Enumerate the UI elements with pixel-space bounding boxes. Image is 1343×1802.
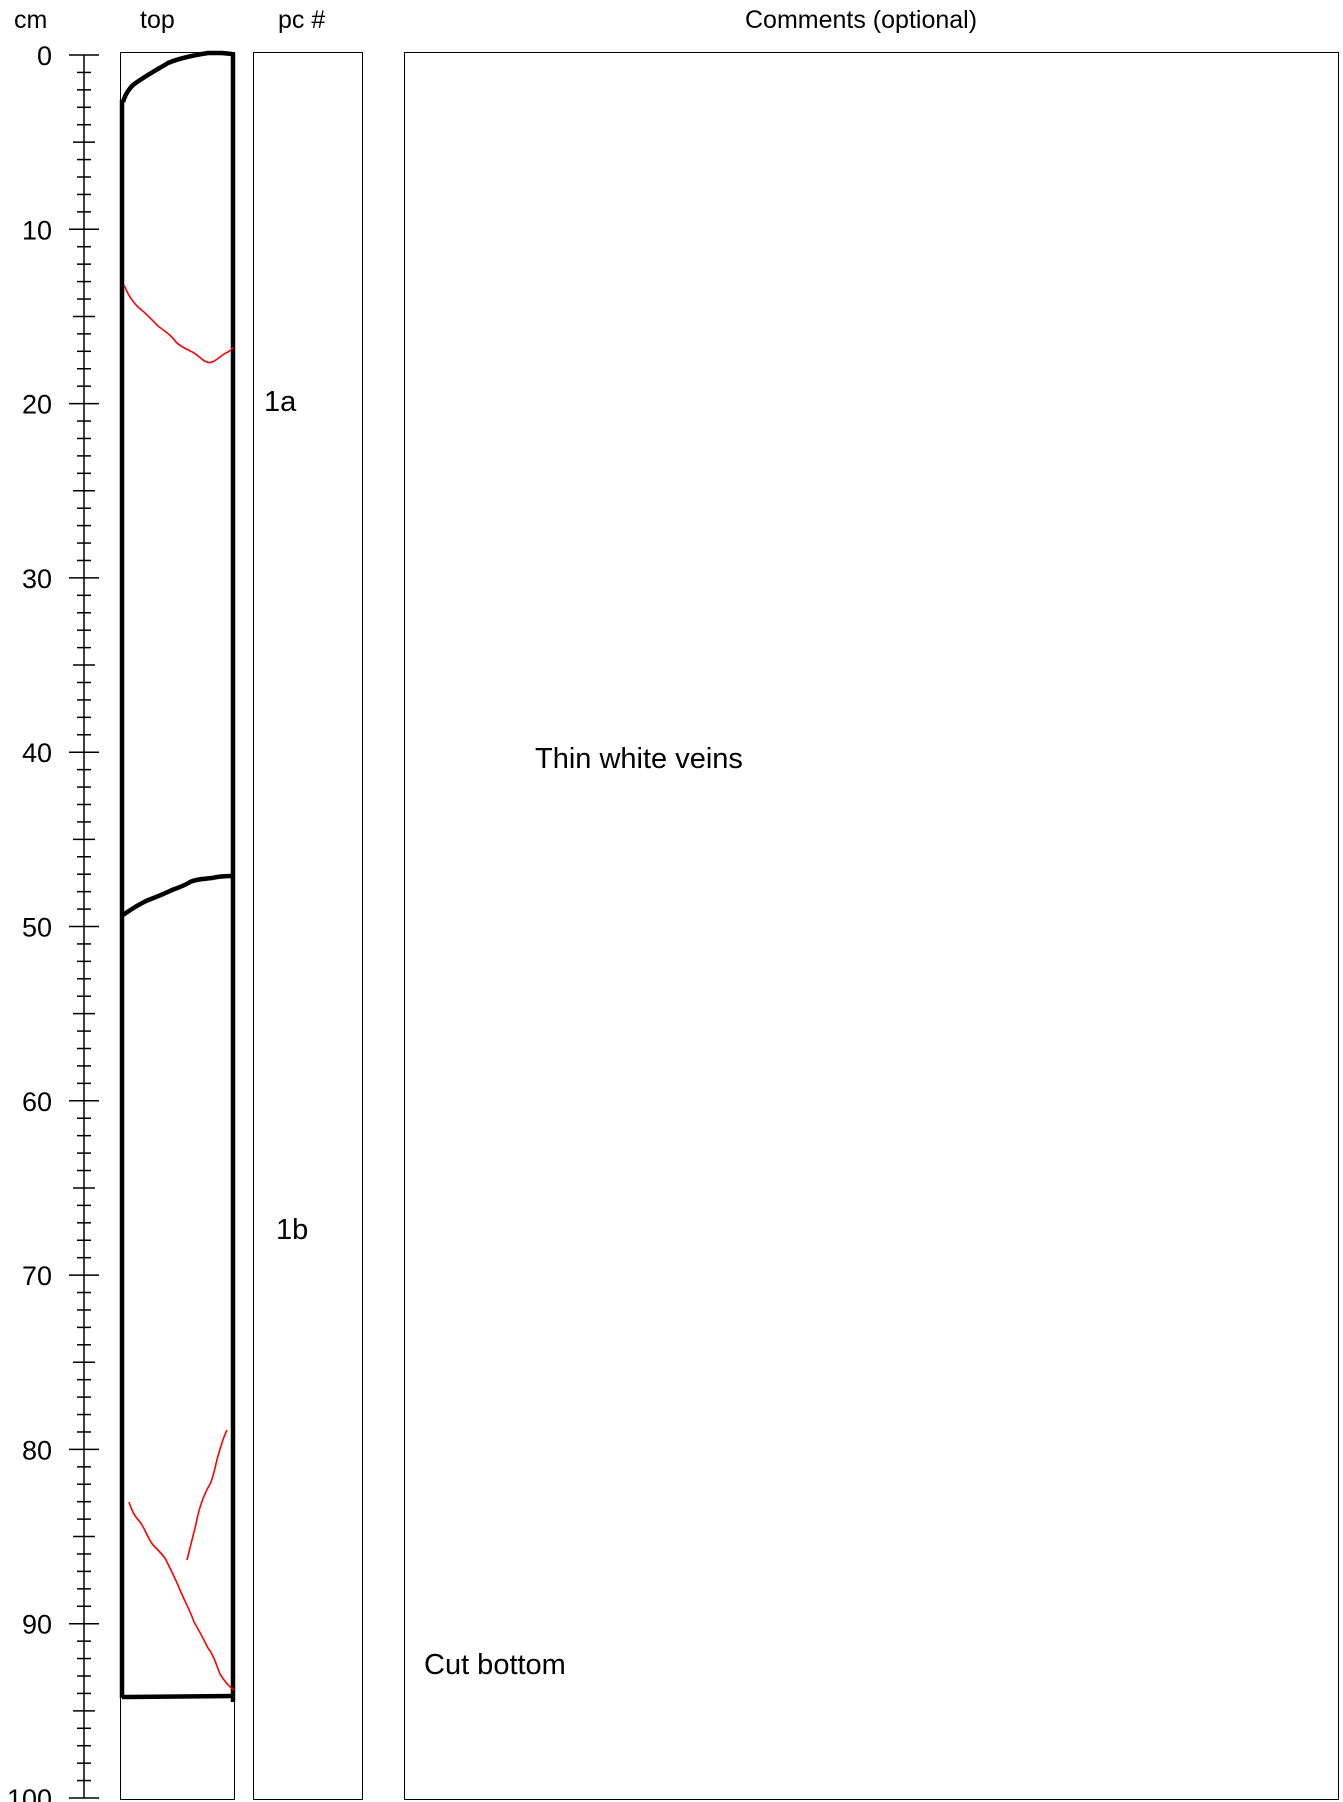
comment-thin-white-veins: Thin white veins	[535, 742, 743, 775]
piece-header: pc #	[278, 6, 326, 34]
piece-label-1a: 1a	[264, 385, 297, 418]
piece-column	[253, 52, 363, 1800]
veins	[123, 284, 235, 1691]
depth-tick-label: 0	[37, 41, 52, 71]
piece-bottom-boundary	[121, 1693, 234, 1700]
depth-tick-label: 70	[22, 1261, 52, 1291]
piece-top-boundary	[120, 50, 233, 103]
depth-tick-label: 10	[22, 215, 52, 245]
comments-header: Comments (optional)	[745, 6, 978, 34]
depth-tick-label: 90	[22, 1610, 52, 1640]
depth-tick-label: 40	[22, 738, 52, 768]
depth-tick-label: 80	[22, 1435, 52, 1465]
core-header: top	[140, 6, 175, 34]
depth-tick-label: 50	[22, 913, 52, 943]
depth-scale: 0 10 20 30 40 50 60 70 80 90 100	[7, 41, 99, 1802]
comment-cut-bottom: Cut bottom	[424, 1649, 566, 1682]
piece-boundary-1a-1b	[121, 873, 234, 917]
depth-header: cm	[14, 6, 48, 34]
piece-label-1b: 1b	[276, 1213, 309, 1246]
depth-tick-label: 20	[22, 390, 52, 420]
vein-lower-right	[186, 1429, 228, 1561]
comments-column	[404, 52, 1339, 1800]
depth-tick-label: 60	[22, 1087, 52, 1117]
vein-lower-left	[128, 1501, 235, 1691]
core-piece-outline	[119, 50, 236, 1702]
vein-upper	[123, 284, 234, 364]
depth-tick-label: 100	[7, 1784, 52, 1802]
depth-tick-label: 30	[22, 564, 52, 594]
